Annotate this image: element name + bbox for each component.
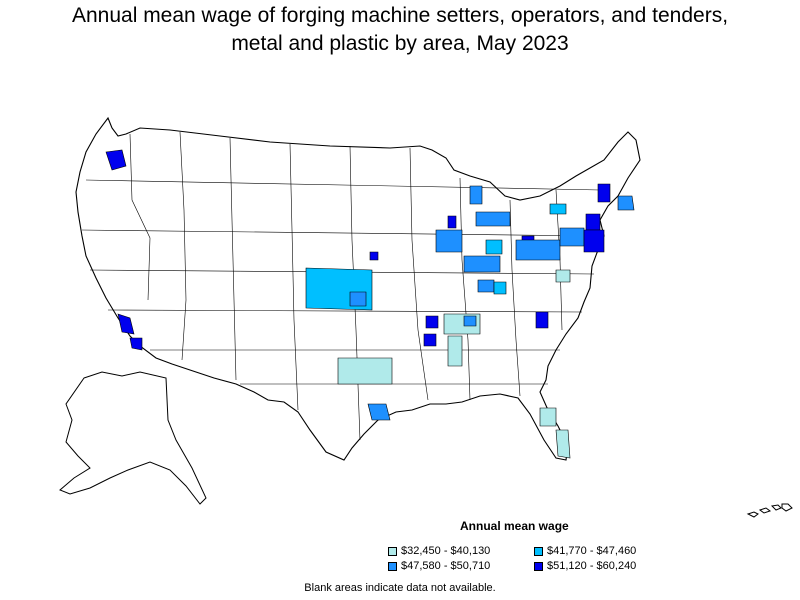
area-los-angeles bbox=[117, 313, 135, 335]
area-new-jersey bbox=[583, 229, 605, 253]
area-florida-central bbox=[539, 407, 557, 427]
area-illinois bbox=[435, 229, 463, 253]
legend-swatch-2 bbox=[534, 546, 543, 556]
legend-label-1: $32,450 - $40,130 bbox=[401, 545, 491, 557]
legend-label-3: $47,580 - $50,710 bbox=[401, 560, 491, 572]
area-michigan-west bbox=[469, 185, 483, 205]
legend-swatch-1 bbox=[388, 546, 397, 556]
area-florida-south bbox=[555, 429, 571, 459]
area-michigan-central bbox=[475, 211, 511, 227]
area-portland bbox=[105, 149, 127, 171]
area-new-york-east bbox=[585, 213, 601, 231]
legend-item-3: $47,580 - $50,710 bbox=[388, 560, 490, 572]
area-vermont bbox=[597, 183, 611, 203]
area-indiana bbox=[463, 255, 501, 273]
area-virginia bbox=[555, 269, 571, 283]
area-texas-central bbox=[337, 357, 393, 385]
area-indianapolis bbox=[485, 239, 503, 255]
legend-swatch-3 bbox=[388, 561, 397, 571]
legend-item-1: $32,450 - $40,130 bbox=[388, 545, 490, 557]
area-houston bbox=[367, 403, 391, 421]
area-pennsylvania bbox=[559, 227, 585, 247]
area-kentucky bbox=[463, 315, 477, 327]
area-massachusetts bbox=[617, 195, 635, 211]
area-wichita bbox=[349, 291, 367, 307]
map-title: Annual mean wage of forging machine sett… bbox=[0, 2, 800, 58]
hawaii-islands bbox=[746, 503, 793, 518]
legend-item-2: $41,770 - $47,460 bbox=[534, 545, 636, 557]
map-title-line2: metal and plastic by area, May 2023 bbox=[231, 32, 569, 55]
legend-item-4: $51,120 - $60,240 bbox=[534, 560, 636, 572]
area-louisville bbox=[477, 279, 495, 293]
area-mississippi bbox=[447, 335, 463, 367]
area-san-diego bbox=[129, 337, 143, 351]
data-availability-note: Blank areas indicate data not available. bbox=[304, 582, 496, 594]
area-ohio bbox=[515, 239, 561, 261]
alaska-outline bbox=[59, 371, 207, 505]
area-ohio-valley bbox=[493, 281, 507, 295]
area-lincoln bbox=[369, 251, 379, 261]
map-title-line1: Annual mean wage of forging machine sett… bbox=[71, 4, 729, 27]
area-winston-salem bbox=[535, 311, 549, 329]
area-tulsa bbox=[425, 315, 439, 329]
wage-areas bbox=[105, 149, 635, 459]
area-new-york bbox=[549, 203, 567, 215]
area-milwaukee bbox=[447, 215, 457, 229]
legend-swatch-4 bbox=[534, 561, 543, 571]
legend-label-4: $51,120 - $60,240 bbox=[547, 560, 637, 572]
area-memphis bbox=[423, 333, 437, 347]
legend-label-2: $41,770 - $47,460 bbox=[547, 545, 637, 557]
legend-title: Annual mean wage bbox=[460, 519, 569, 533]
